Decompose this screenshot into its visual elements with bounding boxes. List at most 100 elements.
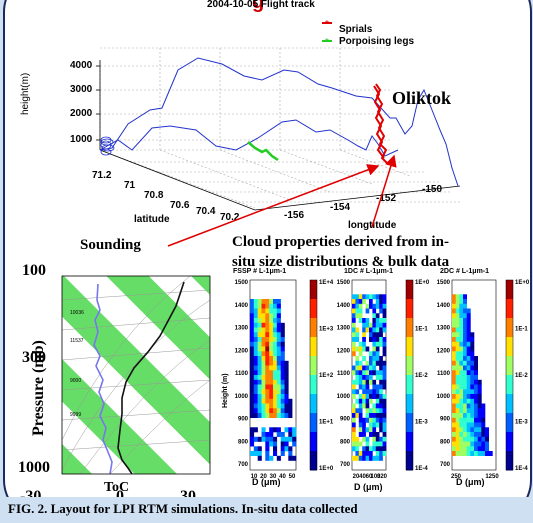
probe-cell (261, 365, 266, 371)
probe-cell (355, 455, 360, 461)
probe-cell (365, 346, 370, 352)
probe-cell (352, 370, 356, 376)
probe-cell (455, 337, 460, 342)
probe-cell (463, 427, 467, 433)
probe-cell (358, 413, 363, 418)
probe-cell (452, 398, 456, 404)
probe-cell (485, 432, 489, 437)
probe-cell (375, 436, 380, 442)
probe-cell (253, 451, 258, 456)
probe-cell (375, 432, 380, 437)
probe-cell (292, 455, 297, 461)
probe-cell (362, 322, 366, 328)
probe-cell (280, 451, 285, 456)
probe-cell (470, 356, 475, 361)
probe-cell (455, 360, 460, 366)
probe-cell (250, 379, 255, 385)
probe-cell (265, 455, 270, 461)
probe-cell (459, 384, 464, 390)
probe-cell (352, 341, 356, 347)
colorbar-label: 1E+0 (515, 280, 530, 286)
colorbar-segment (506, 318, 513, 338)
x-tick-70-8: 70.8 (144, 190, 164, 201)
probe-cell (355, 375, 360, 380)
probe-cell (379, 337, 383, 342)
probe-cell (362, 436, 366, 442)
colorbar-segment (406, 394, 413, 414)
probe-cell (365, 451, 370, 456)
probe-cell (382, 318, 387, 323)
probe-cell (463, 394, 467, 399)
probe-cell (269, 337, 274, 342)
probe-cell (355, 441, 360, 447)
probe-cell (250, 436, 255, 442)
probe-cell (288, 451, 293, 456)
probe-cell (375, 422, 380, 428)
probe-cell (288, 398, 293, 404)
probe-cell (474, 379, 478, 385)
probe-cell (477, 408, 482, 414)
probe-cell (372, 294, 377, 300)
colorbar-frame (405, 279, 414, 471)
probe-cell (250, 403, 255, 409)
probe-cell (355, 308, 360, 314)
probe-cell (358, 379, 363, 385)
probe-cell (352, 322, 356, 328)
probe-cell (365, 327, 370, 333)
probe-cell (257, 446, 262, 452)
probe-cell (257, 351, 262, 357)
svg-text:*: * (325, 37, 329, 48)
probe-cell (250, 356, 255, 361)
probe-cell (269, 299, 274, 304)
probe-cell (250, 398, 255, 404)
probe-cell (459, 389, 464, 395)
probe-cell (463, 417, 467, 423)
colorbar-segment (406, 299, 413, 319)
probe-cell (372, 422, 377, 428)
probe-cell (455, 327, 460, 333)
probe-cell (452, 427, 456, 433)
probe-cell (288, 432, 293, 437)
probe-cell (463, 365, 467, 371)
probe-cell (273, 318, 278, 323)
probe-cell (382, 294, 387, 300)
probe-cell (250, 346, 255, 352)
probe-cell (382, 408, 387, 414)
probe-cell (273, 398, 278, 404)
probe-cell (379, 370, 383, 376)
probe-cell (358, 384, 363, 390)
probe-cell (477, 403, 482, 409)
probe-cell (362, 337, 366, 342)
probe-cell (477, 427, 482, 433)
probe-cell (269, 360, 274, 366)
probe-ytick: 1300 (337, 326, 351, 332)
probe-xlabel-1dc: D (μm) (354, 482, 383, 492)
probe-cell (273, 441, 278, 447)
probe-cell (375, 327, 380, 333)
probe-cell (273, 384, 278, 390)
probe-cell (459, 427, 464, 433)
probe-ytick: 1400 (437, 303, 451, 309)
probe-cell (355, 332, 360, 338)
probe-cell (463, 451, 467, 456)
probe-cell (257, 436, 262, 442)
probe-cell (372, 356, 377, 361)
probe-cell (474, 427, 478, 433)
probe-cell (455, 389, 460, 395)
probe-cell (452, 299, 456, 304)
colorbar-segment (310, 394, 317, 414)
skewt-inner-4: 9999 (70, 412, 82, 418)
probe-cell (382, 308, 387, 314)
probe-cell (463, 379, 467, 385)
probe-cell (273, 337, 278, 342)
probe-cell (265, 341, 270, 347)
probe-cell (474, 436, 478, 442)
probe-cell (452, 332, 456, 338)
probe-cell (466, 327, 471, 333)
probe-cell (452, 394, 456, 399)
probe-cell (261, 436, 266, 442)
probe-cell (261, 408, 266, 414)
probe-cell (355, 436, 360, 442)
probe-cell (365, 308, 370, 314)
